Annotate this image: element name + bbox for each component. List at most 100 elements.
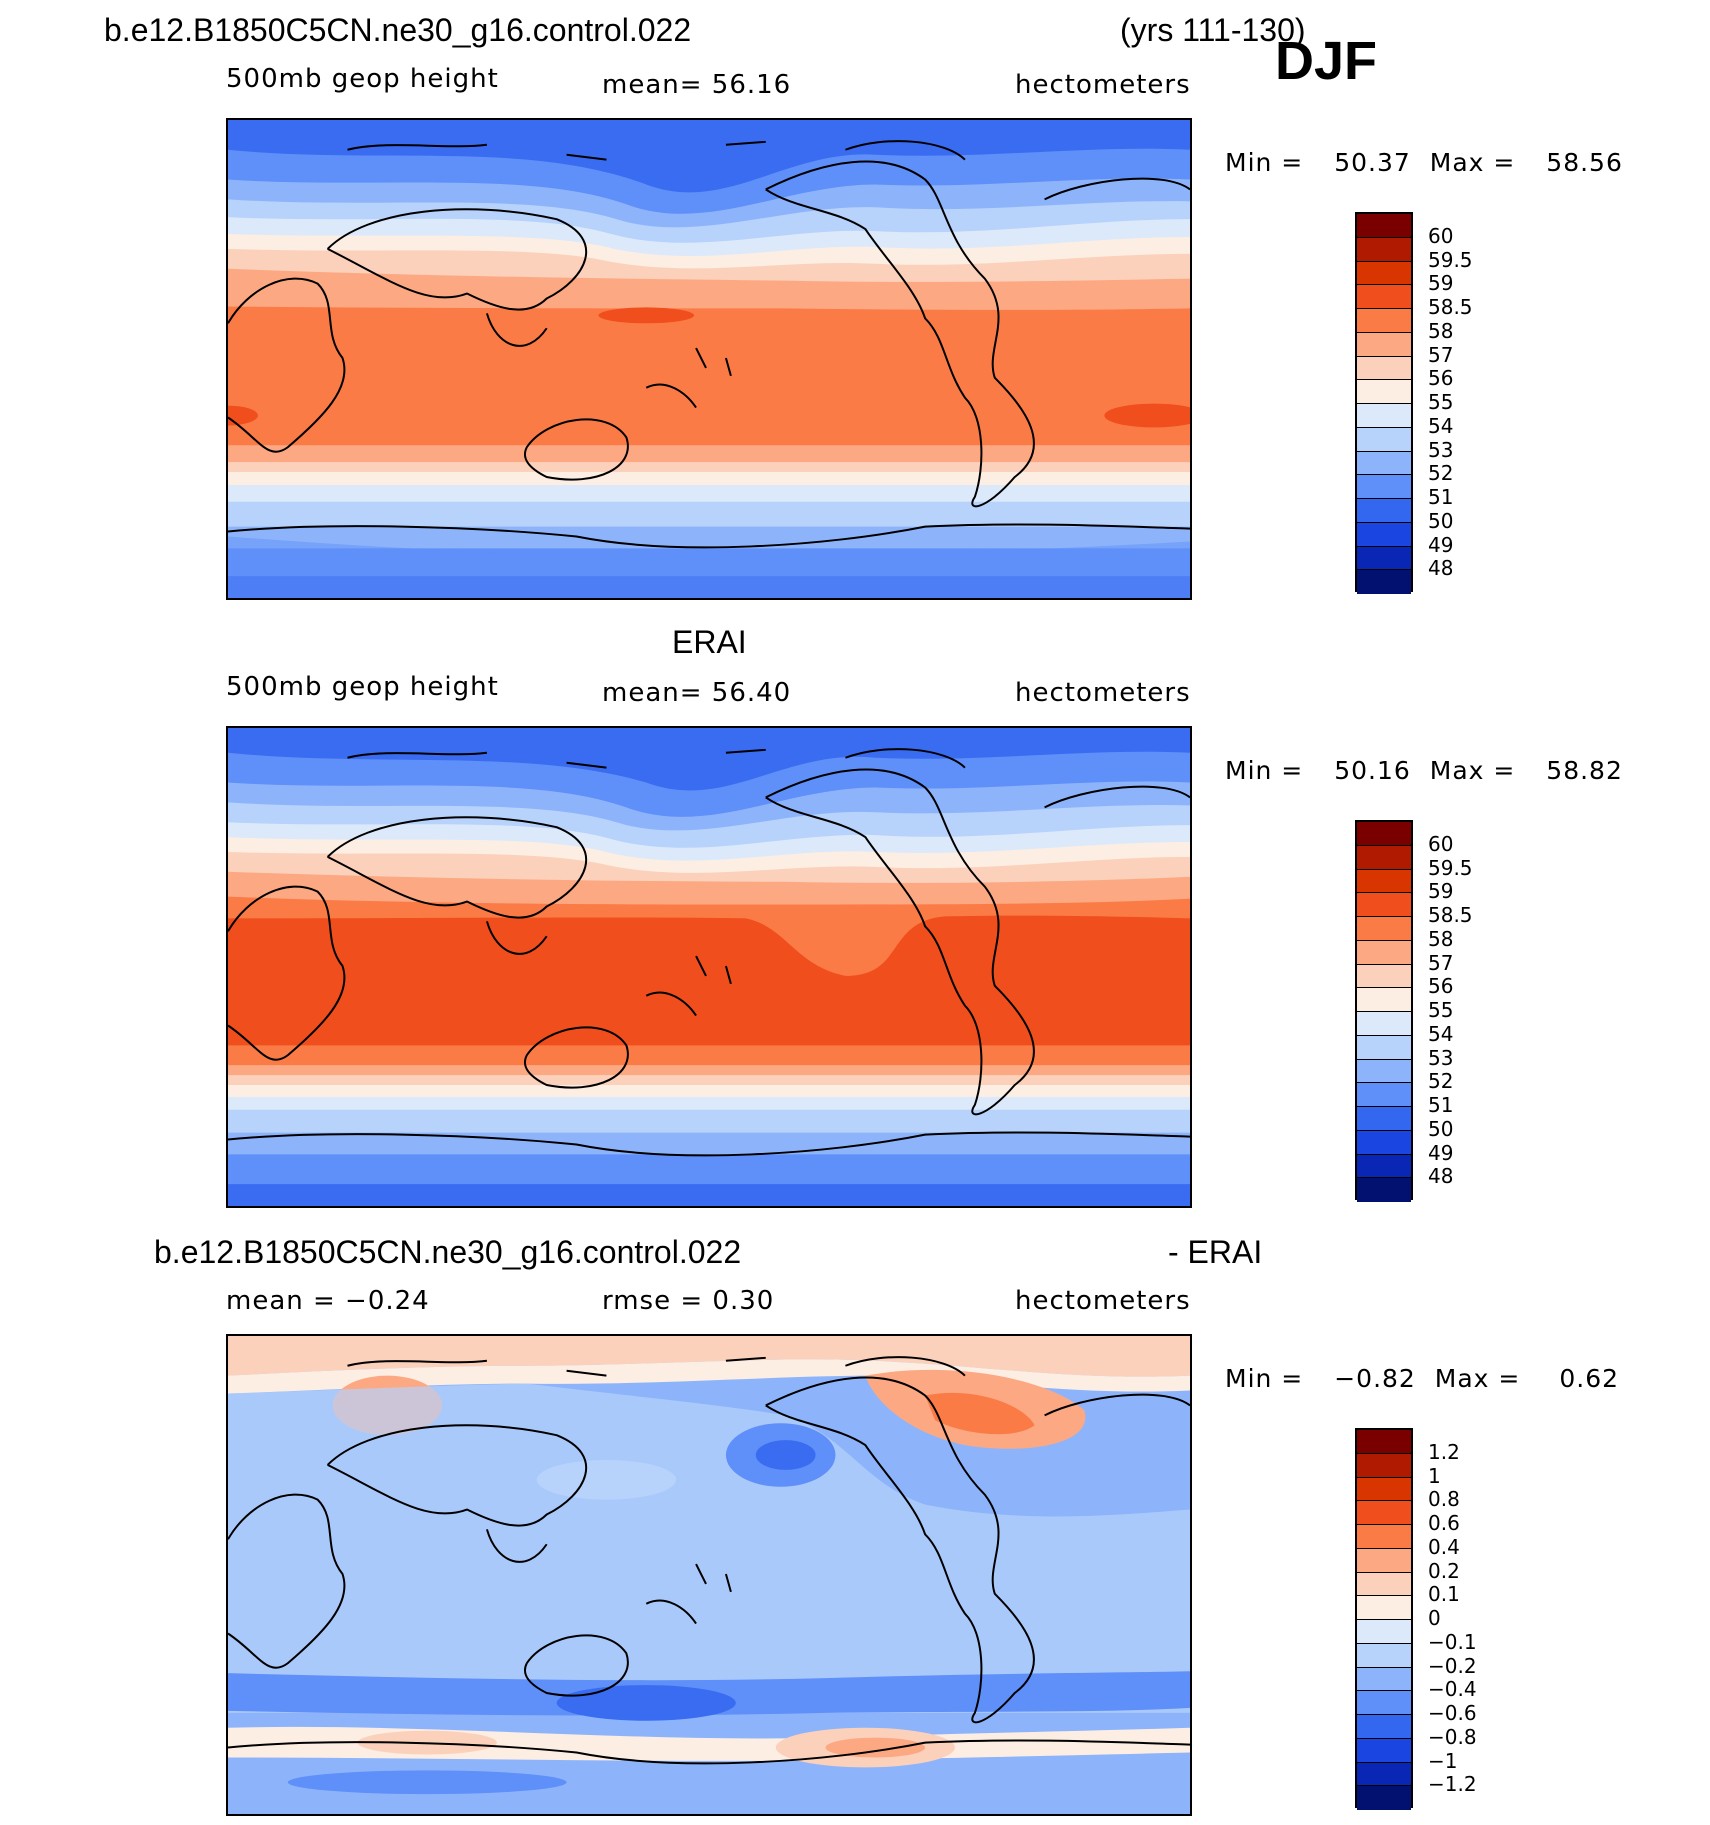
colorbar-swatch [1357, 309, 1411, 333]
panel1-units-label: hectometers [1015, 70, 1191, 100]
colorbar-swatch [1357, 261, 1411, 286]
colorbar-swatch [1357, 451, 1411, 476]
colorbar-tick-label: 54 [1428, 1021, 1454, 1046]
colorbar-swatch [1357, 1012, 1411, 1036]
colorbar-swatch [1357, 893, 1411, 917]
colorbar-swatch [1357, 404, 1411, 428]
colorbar-swatch [1357, 1786, 1411, 1810]
panel2-max-label: Max = [1429, 756, 1516, 785]
colorbar-tick-label: −0.8 [1428, 1724, 1477, 1749]
panel2-colorbar [1355, 820, 1413, 1202]
panel2-units-label: hectometers [1015, 678, 1191, 708]
panel2-colorbar-labels: 60 59.5 59 58.5 58 57 56 55 54 53 52 51 50 49 48 [1428, 820, 1518, 1200]
panel3-colorbar-labels: 1.2 1 0.8 0.6 0.4 0.2 0.1 0 −0.1 −0.2 −0.4 −0.6 −0.8… [1428, 1428, 1518, 1808]
colorbar-tick-label: 48 [1428, 1164, 1454, 1189]
colorbar-swatch [1357, 1691, 1411, 1715]
panel2-max-value: 58.82 [1546, 756, 1623, 785]
colorbar-tick-label: 58.5 [1428, 903, 1473, 927]
colorbar-swatch [1357, 1596, 1411, 1620]
colorbar-swatch [1357, 917, 1411, 941]
colorbar-swatch [1357, 940, 1411, 965]
colorbar-tick-label: 60 [1428, 223, 1454, 248]
panel3-mean-label: mean = −0.24 [226, 1286, 430, 1316]
colorbar-swatch [1357, 988, 1411, 1012]
panel2-variable-label: 500mb geop height [226, 672, 499, 702]
panel2-map [226, 726, 1192, 1208]
panel1-colorbar [1355, 212, 1413, 594]
colorbar-swatch [1357, 1083, 1411, 1107]
colorbar-tick-label: 52 [1428, 1069, 1454, 1094]
colorbar-tick-label: −0.1 [1428, 1629, 1477, 1654]
colorbar-swatch [1357, 845, 1411, 870]
colorbar-tick-label: 58.5 [1428, 295, 1473, 319]
colorbar-swatch [1357, 1643, 1411, 1668]
panel3-units-label: hectometers [1015, 1286, 1191, 1316]
colorbar-tick-label: 54 [1428, 413, 1454, 438]
colorbar-swatch [1357, 1548, 1411, 1573]
years-label: (yrs 111-130) [1120, 12, 1306, 48]
colorbar-tick-label: 58 [1428, 926, 1454, 951]
colorbar-swatch [1357, 1059, 1411, 1084]
colorbar-tick-label: −1 [1428, 1748, 1458, 1773]
colorbar-tick-label: 0.2 [1428, 1558, 1460, 1583]
panel2-minmax: Min = 50.16 Max = 58.82 [1225, 756, 1623, 785]
colorbar-swatch [1357, 499, 1411, 523]
panel1-map [226, 118, 1192, 600]
panel1-mean-label: mean= 56.16 [602, 70, 792, 100]
colorbar-swatch [1357, 1178, 1411, 1202]
panel3-rmse-label: rmse = 0.30 [602, 1286, 775, 1316]
colorbar-tick-label: 49 [1428, 1140, 1454, 1165]
colorbar-tick-label: 58 [1428, 318, 1454, 343]
colorbar-swatch [1357, 214, 1411, 238]
panel3-min-label: Min = [1225, 1364, 1304, 1393]
colorbar-swatch [1357, 1501, 1411, 1525]
colorbar-tick-label: 0.6 [1428, 1511, 1460, 1535]
panel1-variable-label: 500mb geop height [226, 64, 499, 94]
panel1-max-label: Max = [1429, 148, 1516, 177]
colorbar-swatch [1357, 1525, 1411, 1549]
colorbar-tick-label: −0.2 [1428, 1653, 1477, 1678]
colorbar-tick-label: 52 [1428, 461, 1454, 486]
colorbar-swatch [1357, 332, 1411, 357]
panel3-min-value: −0.82 [1334, 1364, 1416, 1393]
colorbar-swatch [1357, 1738, 1411, 1763]
colorbar-swatch [1357, 380, 1411, 404]
colorbar-tick-label: −0.6 [1428, 1701, 1477, 1725]
panel1-min-value: 50.37 [1334, 148, 1411, 177]
colorbar-swatch [1357, 237, 1411, 262]
panel3-max-label: Max = [1434, 1364, 1521, 1393]
panel2-title: ERAI [672, 624, 747, 660]
colorbar-swatch [1357, 356, 1411, 381]
colorbar-tick-label: 53 [1428, 437, 1454, 462]
colorbar-tick-label: 0 [1428, 1606, 1441, 1630]
colorbar-tick-label: 1.2 [1428, 1439, 1460, 1464]
colorbar-tick-label: 59 [1428, 271, 1454, 296]
colorbar-swatch [1357, 1035, 1411, 1060]
colorbar-tick-label: 0.8 [1428, 1487, 1460, 1512]
colorbar-swatch [1357, 822, 1411, 846]
colorbar-tick-label: 59 [1428, 879, 1454, 904]
colorbar-tick-label: 60 [1428, 831, 1454, 856]
colorbar-swatch [1357, 869, 1411, 894]
colorbar-tick-label: 51 [1428, 1093, 1454, 1117]
colorbar-tick-label: 0.4 [1428, 1534, 1460, 1559]
colorbar-tick-label: 49 [1428, 532, 1454, 557]
colorbar-tick-label: −1.2 [1428, 1772, 1477, 1797]
colorbar-tick-label: 59.5 [1428, 855, 1473, 880]
colorbar-tick-label: 50 [1428, 508, 1454, 533]
colorbar-swatch [1357, 1453, 1411, 1478]
colorbar-tick-label: 51 [1428, 485, 1454, 509]
colorbar-tick-label: 56 [1428, 974, 1454, 999]
colorbar-tick-label: 56 [1428, 366, 1454, 391]
colorbar-swatch [1357, 1107, 1411, 1131]
colorbar-swatch [1357, 475, 1411, 499]
season-label: DJF [1275, 31, 1378, 91]
colorbar-swatch [1357, 1667, 1411, 1692]
colorbar-swatch [1357, 1715, 1411, 1739]
panel1-colorbar-labels: 60 59.5 59 58.5 58 57 56 55 54 53 52 51 50 49 48 [1428, 212, 1518, 592]
colorbar-swatch [1357, 1762, 1411, 1787]
panel1-min-label: Min = [1225, 148, 1304, 177]
colorbar-swatch [1357, 1572, 1411, 1597]
case-title: b.e12.B1850C5CN.ne30_g16.control.022 [104, 12, 692, 48]
panel1-max-value: 58.56 [1546, 148, 1623, 177]
